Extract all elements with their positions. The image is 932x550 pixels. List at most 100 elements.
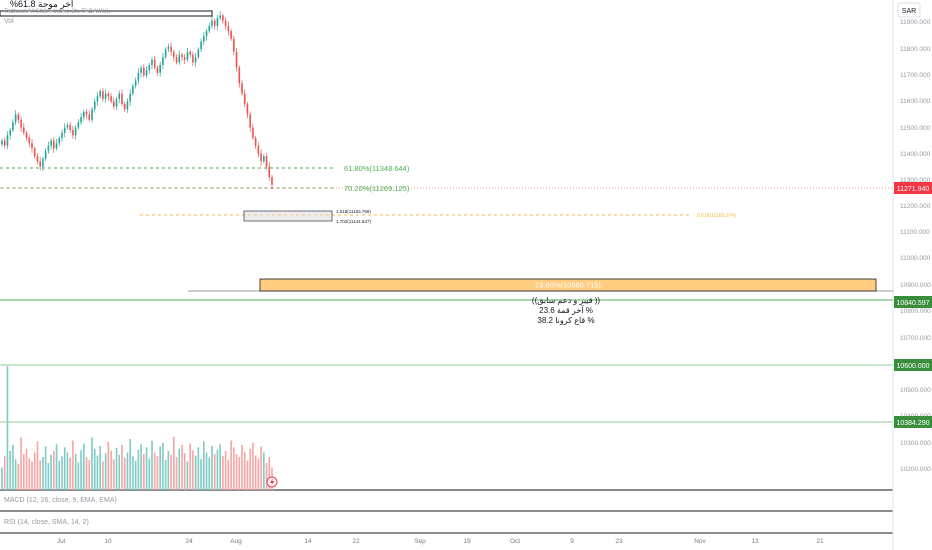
time-tick-label: 21: [816, 538, 824, 545]
candle-body: [203, 36, 205, 42]
level-label-2: 10600.000: [896, 363, 929, 370]
candle-body: [263, 156, 265, 162]
candle-body: [238, 67, 241, 84]
candle-body: [110, 96, 112, 102]
candle-body: [194, 57, 197, 63]
volume-bar: [6, 366, 9, 490]
volume-bar: [129, 439, 131, 490]
volume-bar: [224, 451, 227, 490]
volume-label: Vol: [4, 18, 14, 25]
candle-body: [271, 177, 273, 185]
volume-bar: [213, 454, 216, 490]
candle-body: [77, 122, 80, 128]
fib-236-zone: [259, 278, 877, 292]
volume-bar: [257, 458, 260, 490]
volume-bar: [1, 467, 3, 490]
price-tick-label: 11900.000: [900, 19, 931, 26]
volume-bar: [243, 451, 246, 490]
current-price-badge: [894, 182, 932, 194]
volume-bar: [80, 450, 82, 490]
volume-bar: [77, 462, 80, 490]
macd-label: MACD (12, 26, close, 9, EMA, EMA): [4, 497, 117, 504]
candle-body: [14, 114, 17, 123]
level-badge-3: [894, 416, 932, 428]
volume-bar: [110, 451, 112, 490]
candle-body: [134, 80, 137, 86]
volume-bar: [44, 446, 47, 490]
candle-body: [33, 148, 36, 157]
candle-body: [50, 140, 52, 146]
volume-bar: [178, 448, 181, 490]
volume-bar: [148, 458, 151, 490]
volume-bar: [74, 454, 77, 490]
volume-bar: [143, 454, 145, 490]
price-tick-label: 11700.000: [900, 72, 931, 79]
volume-bar: [145, 447, 148, 490]
price-axis[interactable]: SAR 11900.000 11800.000 11700.000 11600.000…: [894, 2, 932, 473]
volume-bar: [241, 445, 243, 490]
volume-bar: [200, 459, 202, 490]
volume-bar: [208, 457, 211, 490]
candle-body: [243, 93, 246, 105]
volume-bar: [260, 446, 262, 490]
volume-bar: [175, 457, 178, 490]
volume-bar: [181, 445, 183, 490]
candles: [1, 11, 273, 190]
volume-bar: [69, 457, 71, 490]
volume-bar: [132, 456, 134, 490]
price-tick-label: 10700.000: [900, 335, 931, 342]
currency-box[interactable]: [897, 2, 921, 18]
price-ticks: 11900.000 11800.000 11700.000 11600.000 1150…: [900, 19, 931, 473]
volume-bar: [222, 456, 224, 490]
candle-body: [246, 104, 249, 115]
candle-body: [162, 57, 164, 65]
lightning-icon[interactable]: [266, 476, 278, 488]
time-axis[interactable]: Jul 10 24 Aug 14 22 Sep 19 Oct 9 23 Nov 13 21: [57, 538, 824, 545]
time-tick-label: Aug: [230, 538, 242, 545]
candle-body: [153, 59, 156, 68]
volume-bar: [227, 460, 230, 490]
candle-body: [216, 18, 219, 26]
candle-body: [80, 117, 82, 123]
candle-body: [39, 161, 41, 167]
volume-bars: [1, 366, 273, 490]
volume-bar: [167, 451, 170, 490]
level-label-3: 10384.290: [896, 420, 929, 427]
time-tick-label: Jul: [57, 538, 66, 545]
candle-body: [69, 124, 71, 131]
volume-bar: [50, 454, 52, 490]
candle-body: [1, 140, 3, 145]
volume-bar: [164, 460, 167, 490]
volume-bar: [238, 457, 241, 490]
volume-bar: [85, 457, 88, 490]
volume-bar: [235, 454, 238, 490]
time-tick-label: 13: [751, 538, 759, 545]
volume-bar: [151, 440, 153, 490]
candle-body: [205, 31, 208, 37]
volume-bar: [121, 445, 123, 490]
volume-bar: [58, 460, 61, 490]
candle-body: [233, 38, 235, 52]
volume-bar: [91, 437, 93, 490]
candle-body: [167, 46, 170, 50]
price-tick-label: 11200.000: [900, 203, 931, 210]
volume-bar: [254, 455, 257, 490]
volume-bar: [39, 460, 41, 490]
rsi-label: RSI (14, close, SMA, 14, 2): [4, 519, 89, 526]
candle-body: [186, 51, 189, 60]
candle-body: [3, 140, 6, 146]
candle-body: [170, 46, 172, 52]
volume-bar: [219, 444, 221, 490]
time-tick-label: 14: [304, 538, 312, 545]
volume-bar: [36, 441, 39, 490]
candle-body: [145, 70, 148, 76]
candle-body: [254, 137, 257, 146]
candle-body: [140, 67, 142, 73]
candle-body: [151, 59, 153, 65]
volume-bar: [137, 449, 140, 490]
level-badge-2: [894, 359, 932, 371]
fib-618-label: 61.80%(11348.644): [344, 164, 410, 173]
price-tick-label: 11600.000: [900, 98, 931, 105]
volume-bar: [14, 459, 17, 490]
